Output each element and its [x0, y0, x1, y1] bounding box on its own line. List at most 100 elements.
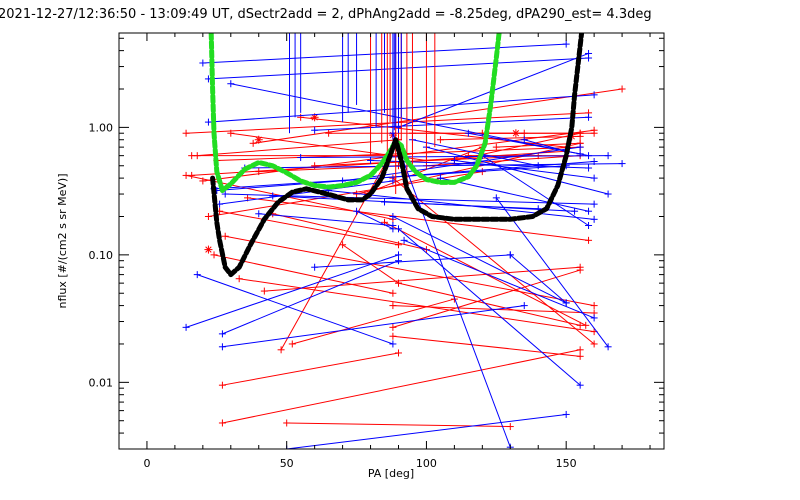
data-segment-blue-26 [426, 146, 609, 195]
data-point-blue-23-end [576, 381, 584, 389]
data-point-blue-36-end [585, 113, 593, 121]
data-segment-red-14 [253, 88, 623, 144]
data-point-red-39-start [492, 143, 500, 151]
data-point-blue-13-end [571, 207, 579, 215]
star-point-red-4 [511, 129, 520, 138]
x-tick-label-2: 100 [416, 457, 437, 470]
data-point-blue-9-start [221, 190, 229, 198]
data-segment-red-9 [222, 349, 581, 424]
data-point-blue-26-end [604, 190, 612, 198]
data-point-blue-15-start [297, 154, 305, 162]
series-5-black-dashed-curve [210, 33, 585, 278]
data-point-blue-36-start [311, 126, 319, 134]
axis-layer: 0 50 100 150 0.01 0.10 1.00 [89, 33, 664, 470]
data-point-blue-8-start [218, 343, 226, 351]
data-segment-red-4 [208, 171, 483, 217]
data-point-red-38-end [576, 129, 584, 137]
data-segment-blue-21 [384, 201, 539, 210]
data-segment-red-19 [286, 422, 511, 428]
data-point-blue-7-start [218, 330, 226, 338]
data-point-red-32-end [576, 321, 584, 329]
data-segment-red-28 [392, 177, 595, 345]
data-segment-blue-25 [412, 139, 539, 167]
star-point-red-1-ray [255, 136, 262, 143]
data-point-red-18-start [277, 346, 285, 354]
data-point-red-15-start [255, 168, 263, 176]
data-point-blue-33-start [520, 136, 528, 144]
data-point-blue-13-start [269, 192, 277, 200]
data-point-red-21-start [297, 113, 305, 121]
data-point-red-20-start [288, 340, 296, 348]
data-segment-red-13 [247, 197, 589, 241]
data-point-blue-32-end [562, 299, 570, 307]
data-point-blue-37-end [590, 91, 598, 99]
data-point-red-14-start [249, 139, 257, 147]
data-point-red-29-start [389, 332, 397, 340]
data-segment-blue-1 [197, 274, 394, 345]
data-point-red-32-start [394, 279, 402, 287]
data-point-red-41-start [188, 152, 196, 160]
data-point-red-23-start [325, 129, 333, 137]
data-point-red-9-end [576, 346, 584, 354]
y-tick-label-1: 0.10 [89, 249, 114, 262]
data-segment-blue-6 [219, 180, 393, 205]
data-segment-red-16 [264, 266, 581, 292]
x-tick-label-0: 0 [143, 457, 150, 470]
data-segment-red-30 [392, 269, 581, 328]
x-axis-label: PA [deg] [368, 467, 414, 480]
star-point-red-2-ray [311, 114, 318, 121]
data-point-blue-25-end [534, 162, 542, 170]
data-point-blue-28-start [450, 156, 458, 164]
data-point-red-31-start [389, 302, 397, 310]
data-point-red-13-end [585, 236, 593, 244]
data-segment-blue-31 [495, 197, 609, 348]
data-segment-red-12 [239, 278, 595, 333]
data-segment-red-8 [222, 352, 399, 386]
data-segment-red-17 [272, 213, 427, 251]
data-segment-red-35 [440, 135, 581, 141]
data-segment-blue-23 [398, 228, 581, 386]
data-point-red-19-end [506, 423, 514, 431]
data-point-red-28-end [590, 340, 598, 348]
data-segment-red-25 [356, 142, 581, 195]
data-point-blue-20-start [367, 156, 375, 164]
star-point-red-4-ray [512, 130, 520, 137]
data-point-blue-0-start [182, 323, 190, 331]
data-point-blue-24-end [590, 314, 598, 322]
data-point-red-12-start [235, 275, 243, 283]
data-point-blue-29-end [576, 150, 584, 158]
data-point-blue-7-end [394, 257, 402, 265]
x-tick-label-3: 150 [556, 457, 577, 470]
data-segment-blue-8 [222, 305, 525, 348]
y-axis-label: nflux [#/(cm2 s sr MeV)] [56, 174, 69, 309]
data-point-blue-28-end [590, 174, 598, 182]
data-point-red-8-end [394, 349, 402, 357]
data-point-red-14-end [618, 85, 626, 93]
data-layer [182, 33, 626, 449]
data-point-red-35-start [436, 136, 444, 144]
data-segment-red-26 [364, 146, 483, 195]
chart-title: 2021-12-27/12:36:50 - 13:09:49 UT, dSect… [0, 7, 652, 22]
data-point-blue-2-start [199, 59, 207, 67]
data-point-blue-10-start [227, 80, 235, 88]
data-point-red-10-start [221, 232, 229, 240]
data-point-blue-22-start [389, 212, 397, 220]
data-segment-blue-36 [314, 116, 589, 131]
data-segment-blue-12 [258, 213, 393, 226]
data-segment-red-32 [398, 282, 581, 326]
model-curve-green [208, 33, 502, 193]
data-point-red-11-start [227, 129, 235, 137]
data-point-blue-32-start [506, 251, 514, 259]
data-segment-blue-33 [524, 139, 567, 152]
data-segment-blue-27 [440, 177, 589, 212]
data-point-blue-35-end [585, 49, 593, 57]
star-point-red-1 [254, 135, 263, 144]
data-point-red-30-start [389, 323, 397, 331]
data-segment-red-2 [197, 139, 399, 157]
data-segment-red-10 [225, 235, 595, 307]
data-point-blue-27-end [585, 207, 593, 215]
data-point-red-4-start [204, 212, 212, 220]
data-segment-blue-11 [244, 163, 623, 169]
data-segment-blue-0 [185, 254, 399, 328]
